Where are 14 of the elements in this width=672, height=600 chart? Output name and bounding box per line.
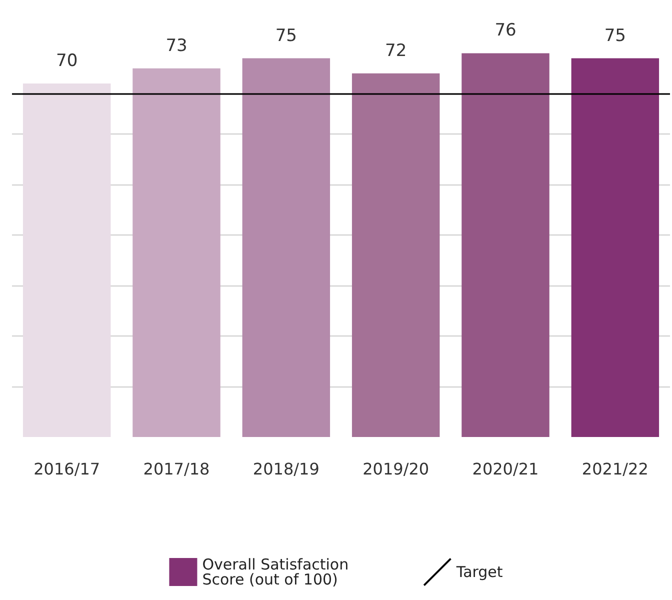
data-label: 75: [604, 26, 626, 46]
data-label: 73: [166, 36, 188, 56]
data-label: 72: [385, 40, 407, 61]
data-label: 70: [56, 51, 78, 71]
x-tick-label: 2019/20: [362, 460, 430, 478]
legend-label: Target: [455, 563, 503, 581]
x-tick-label: 2020/21: [472, 460, 539, 478]
x-tick-label: 2018/19: [252, 460, 320, 478]
x-tick-label: 2021/22: [582, 460, 648, 478]
data-label: 75: [275, 26, 297, 46]
data-label: 76: [494, 20, 516, 41]
legend-label: Overall Satisfaction Score (out of 100): [202, 556, 354, 588]
x-tick-label: 2016/17: [34, 460, 100, 478]
x-tick-label: 2017/18: [143, 460, 210, 478]
